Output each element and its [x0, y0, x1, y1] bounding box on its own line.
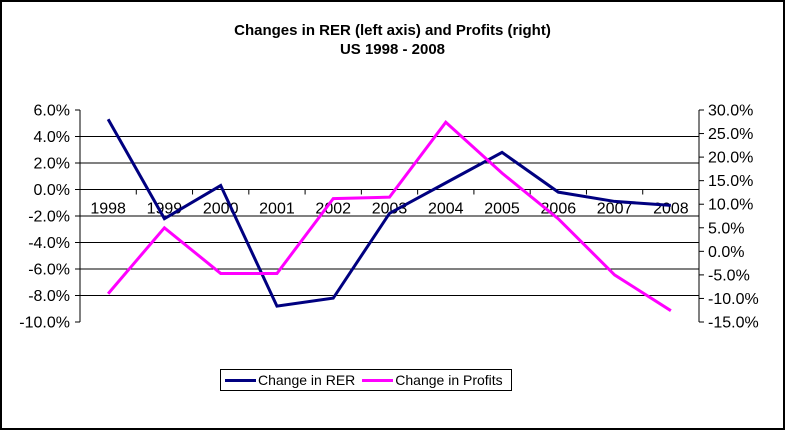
right-axis-tick-label: 25.0%: [708, 126, 753, 143]
left-axis-tick-label: -8.0%: [28, 288, 70, 305]
right-axis-tick-label: -10.0%: [708, 291, 759, 308]
left-axis-tick-label: 0.0%: [34, 182, 70, 199]
legend: Change in RER Change in Profits: [220, 369, 512, 391]
left-axis-tick-label: 2.0%: [34, 156, 70, 173]
legend-item-profits: Change in Profits: [362, 372, 503, 388]
legend-label-profits: Change in Profits: [395, 372, 503, 388]
x-axis-label: 2004: [428, 201, 464, 218]
x-axis-label: 1999: [147, 201, 183, 218]
chart-subtitle: US 1998 - 2008: [339, 41, 446, 58]
left-axis-tick-label: -2.0%: [28, 209, 70, 226]
right-axis-tick-label: 5.0%: [708, 220, 744, 237]
left-axis-tick-label: 4.0%: [34, 129, 70, 146]
left-axis-tick-label: -6.0%: [28, 262, 70, 279]
x-axis-label: 1998: [90, 201, 126, 218]
series-line-change-in-rer: [106, 118, 671, 308]
right-axis-tick-label: 0.0%: [708, 244, 744, 261]
left-axis-tick-label: -10.0%: [19, 315, 70, 332]
right-axis-tick-label: 15.0%: [708, 173, 753, 190]
right-axis-tick-label: -5.0%: [708, 267, 750, 284]
right-axis-tick-label: 10.0%: [708, 197, 753, 214]
x-axis-label: 2001: [259, 201, 295, 218]
left-axis-tick-label: -4.0%: [28, 235, 70, 252]
series-line-change-in-profits: [106, 120, 672, 312]
profits-line-swatch: [362, 378, 394, 382]
legend-item-rer: Change in RER: [225, 372, 355, 388]
chart-title: Changes in RER (left axis) and Profits (…: [234, 22, 551, 39]
chart-title-block: Changes in RER (left axis) and Profits (…: [2, 21, 783, 59]
legend-label-rer: Change in RER: [258, 372, 356, 388]
rer-line-swatch: [225, 378, 256, 382]
left-axis-tick-label: 6.0%: [34, 103, 70, 120]
right-axis-tick-label: -15.0%: [708, 315, 759, 332]
right-axis-tick-label: 30.0%: [708, 103, 753, 120]
x-axis-label: 2005: [484, 201, 520, 218]
right-axis-tick-label: 20.0%: [708, 150, 753, 167]
x-axis-label: 2007: [597, 201, 633, 218]
x-axis-label: 2003: [372, 201, 408, 218]
x-axis-label: 2002: [315, 201, 351, 218]
